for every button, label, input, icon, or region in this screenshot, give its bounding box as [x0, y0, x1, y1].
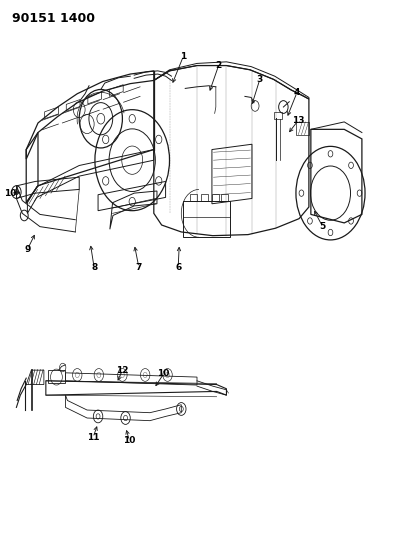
- Text: 8: 8: [91, 263, 97, 272]
- Text: 10: 10: [4, 189, 17, 198]
- Text: 11: 11: [87, 433, 99, 442]
- Text: 13: 13: [292, 116, 305, 125]
- Text: 12: 12: [116, 366, 129, 375]
- Text: 6: 6: [175, 263, 181, 272]
- Text: 3: 3: [257, 75, 263, 84]
- Text: 5: 5: [320, 222, 326, 231]
- Text: 4: 4: [294, 87, 300, 96]
- Text: 1: 1: [180, 52, 186, 61]
- Text: 90151 1400: 90151 1400: [13, 12, 95, 26]
- Text: 9: 9: [24, 245, 31, 254]
- Text: 2: 2: [216, 61, 222, 70]
- Text: 10: 10: [158, 369, 170, 378]
- Text: 7: 7: [136, 263, 142, 272]
- Text: 10: 10: [123, 437, 136, 446]
